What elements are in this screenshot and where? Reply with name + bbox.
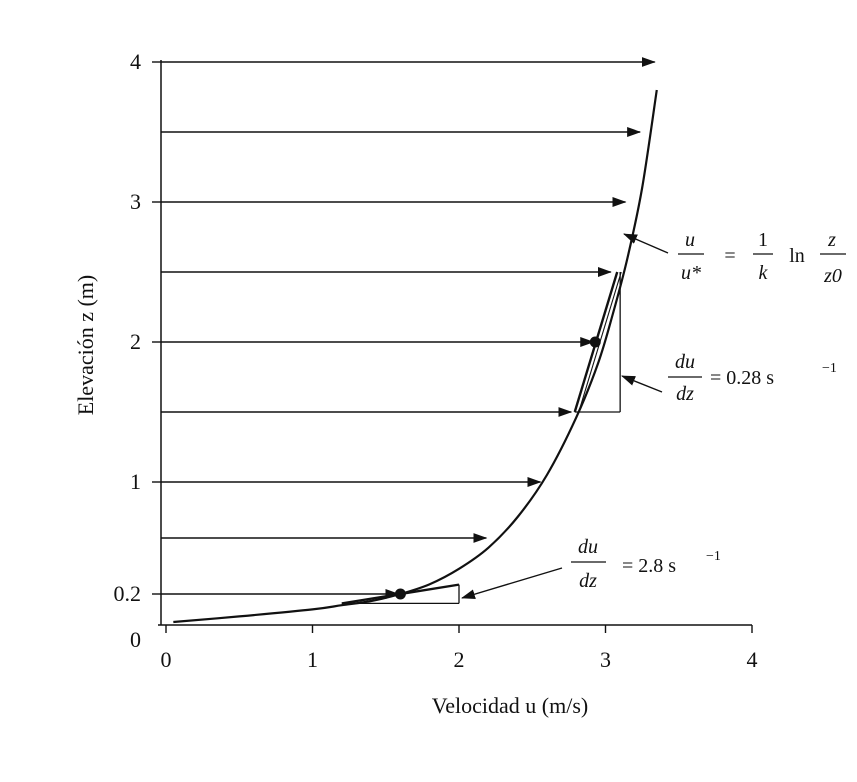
velocity-arrows (161, 57, 656, 599)
slope-top-value: = 0.28 s (710, 367, 774, 389)
tangent-points (394, 336, 601, 600)
y-tick-label: 0 (130, 627, 141, 652)
profile-curve-group (173, 89, 658, 624)
slope-bottom-pointer (461, 567, 563, 600)
x-tick-label: 0 (161, 647, 172, 672)
law-c-den: k (759, 262, 769, 284)
x-axis-title: Velocidad u (m/s) (432, 693, 588, 718)
slope-bottom-exp: −1 (706, 549, 721, 564)
slope-bottom-den: dz (579, 570, 597, 592)
slope-bottom-num: du (578, 536, 598, 558)
slope-top-pointer (621, 375, 663, 393)
log-law-pointer (623, 233, 669, 254)
y-tick-label: 2 (130, 329, 141, 354)
law-lhs-den: u* (681, 262, 701, 284)
slope-bottom-value: = 2.8 s (622, 555, 676, 577)
ticks: 0 1 2 3 4 0 0.2 1 2 3 4 (114, 49, 758, 672)
y-axis-title: Elevación z (m) (73, 275, 98, 416)
x-tick-label: 3 (600, 647, 611, 672)
y-tick-label: 3 (130, 189, 141, 214)
slope-top-exp: −1 (822, 361, 837, 376)
y-tick-label: 4 (130, 49, 141, 74)
law-c-num: 1 (758, 229, 768, 251)
tangent-point (589, 336, 601, 348)
x-tick-label: 2 (454, 647, 465, 672)
slope-top-num: du (675, 351, 695, 373)
law-ln: ln (789, 245, 805, 267)
profile-curve (173, 89, 658, 624)
slope-bottom-annotation: du dz = 2.8 s −1 (461, 536, 721, 600)
slope-top-annotation: du dz = 0.28 s −1 (621, 351, 837, 405)
law-r-num: z (827, 229, 836, 251)
x-tick-label: 1 (307, 647, 318, 672)
law-lhs-num: u (685, 229, 695, 251)
x-tick-label: 4 (747, 647, 758, 672)
slope-top-den: dz (676, 383, 694, 405)
y-tick-label: 1 (130, 469, 141, 494)
tangent-point (394, 588, 406, 600)
y-tick-label: 0.2 (114, 581, 142, 606)
log-law-annotation: u u* = 1 k ln z z0 (623, 229, 846, 287)
law-eq: = (724, 245, 735, 267)
law-r-den: z0 (823, 265, 842, 287)
